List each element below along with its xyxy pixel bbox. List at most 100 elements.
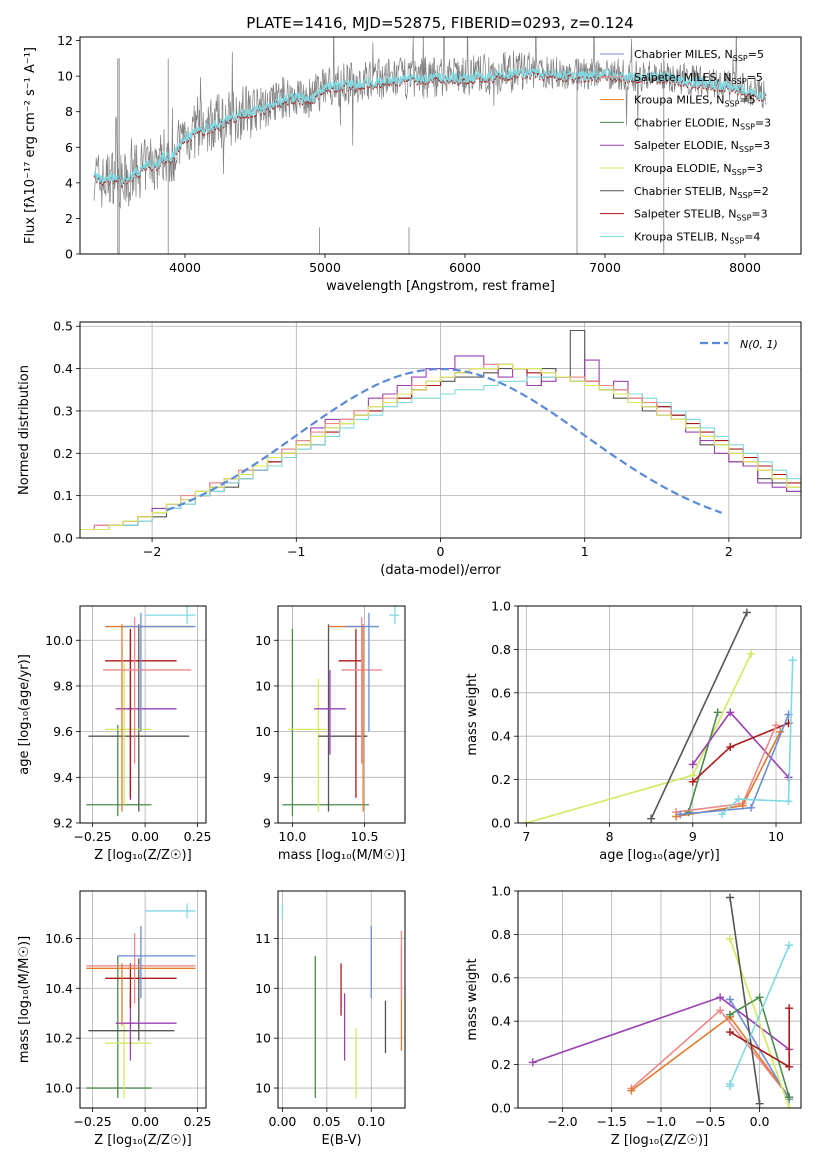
x-tick-label: 8 (606, 829, 614, 844)
series-marker (755, 993, 764, 1002)
y-tick-label: 8 (65, 104, 73, 119)
x-tick-label: 0.00 (131, 829, 159, 844)
axes-frame (79, 890, 207, 1109)
series-marker (522, 819, 531, 823)
y-tick-label: 10.2 (45, 1031, 73, 1046)
series-marker (785, 1062, 794, 1071)
y-tick-label: 0.0 (491, 816, 511, 831)
series-marker (785, 941, 794, 950)
series-marker (713, 708, 722, 717)
point-salpeter-miles (103, 617, 192, 764)
y-tick-label: 0 (65, 247, 73, 262)
legend-label: Kroupa STELIB, NSSP=4 (634, 230, 760, 245)
series-marker (726, 1080, 735, 1089)
axes-frame (517, 890, 802, 1109)
plot-area (93, 37, 767, 254)
panel-residual_histogram: −2 −1 0 1 2 0.0 0.1 0.2 0.3 0.4 0.5 (data-model)/er… (17, 319, 802, 578)
y-tick-label: 9.6 (53, 724, 73, 739)
x-tick-label: 6000 (449, 260, 481, 275)
y-axis-label: age [log₁₀(age/yr)] (17, 654, 32, 775)
x-tick-label: 10 (768, 829, 784, 844)
panel-age_vs_Z: −0.25 0.00 0.25 9.2 9.4 9.6 9.8 10.0 Z [log₁₀(Z/… (17, 605, 212, 863)
series-marker (734, 795, 743, 804)
point-kroupa-stelib (145, 606, 196, 625)
point-chabrier-miles (124, 612, 196, 732)
point-salpeter-miles (341, 617, 382, 764)
y-tick-label: 0.2 (491, 1057, 511, 1072)
y-tick-label: 0.4 (491, 729, 511, 744)
plot-area (522, 608, 797, 823)
point-chabrier-elodie (282, 628, 369, 817)
x-axis-label: wavelength [Angstrom, rest frame] (326, 279, 555, 294)
data-spectrum-line (93, 37, 767, 209)
y-tick-label: 4 (65, 175, 73, 190)
series-marker (726, 934, 735, 943)
y-tick-label: 10 (255, 1081, 271, 1096)
series-marker (726, 743, 735, 752)
y-tick-label: 9 (263, 816, 271, 831)
point-kroupa-elodie (105, 663, 152, 805)
panel-ebv: 0.00 0.05 0.10 10 10 10 11 E(B-V) (255, 890, 406, 1148)
point-chabrier-miles (345, 612, 380, 732)
series-kroupa-stelib (717, 656, 797, 819)
x-axis-label: mass [log₁₀(M/M☉)] (278, 848, 405, 863)
y-tick-label: 1.0 (491, 884, 511, 899)
y-tick-label: 10.0 (45, 1081, 73, 1096)
x-tick-label: 8000 (729, 260, 761, 275)
x-tick-label: 4000 (169, 260, 201, 275)
y-tick-label: 0.6 (491, 685, 511, 700)
series-line (650, 612, 748, 820)
x-tick-label: 0.05 (313, 1114, 341, 1129)
axes-frame (277, 605, 406, 824)
series-line (526, 653, 752, 823)
x-tick-label: 0.00 (131, 1114, 159, 1129)
legend-label: Chabrier STELIB, NSSP=2 (634, 185, 769, 200)
point-kroupa-elodie (105, 1023, 152, 1099)
legend: Chabrier MILES, NSSP=5 Salpeter MILES, NS… (600, 48, 771, 245)
panel-weight_vs_age: 7 8 9 10 0.0 0.2 0.4 0.6 0.8 1.0 age [log₁₀(age/yr… (465, 599, 802, 863)
series-marker (785, 1104, 794, 1108)
series-marker (647, 814, 656, 823)
x-axis-label: age [log₁₀(age/yr)] (599, 848, 720, 863)
y-axis-label: Flux [fλ10⁻¹⁷ erg cm⁻² s⁻¹ A⁻¹] (23, 47, 38, 244)
legend-label: Chabrier ELODIE, NSSP=3 (634, 116, 771, 131)
y-tick-label: 10 (57, 69, 73, 84)
series-chabrier-elodie (726, 993, 794, 1102)
series-marker (676, 810, 685, 819)
y-tick-label: 9.8 (53, 678, 73, 693)
x-tick-label: −1 (287, 544, 305, 559)
x-tick-label: 10.5 (351, 829, 379, 844)
y-tick-label: 0.3 (53, 403, 73, 418)
y-tick-label: 10 (255, 678, 271, 693)
x-tick-label: 0.00 (269, 1114, 297, 1129)
series-kroupa-stelib (726, 941, 794, 1091)
series-line (729, 897, 761, 1104)
legend-label: N(0, 1) (740, 338, 778, 351)
series-marker (726, 1010, 735, 1019)
point-kroupa-stelib (145, 903, 196, 919)
histogram-kroupa-elodie (80, 363, 801, 531)
point-kroupa-miles (328, 624, 365, 812)
legend-label: Kroupa ELODIE, NSSP=3 (634, 162, 763, 177)
y-tick-label: 9.2 (53, 816, 73, 831)
x-tick-label: −0.25 (73, 829, 111, 844)
point-kroupa-stelib (389, 606, 400, 625)
x-tick-label: −2 (143, 544, 161, 559)
series-marker (747, 649, 756, 658)
y-tick-label: 0.5 (53, 319, 73, 334)
y-tick-label: 9.4 (53, 770, 73, 785)
y-tick-label: 10 (255, 1031, 271, 1046)
series-marker (627, 1086, 636, 1095)
series-marker (716, 1006, 725, 1015)
series-marker (726, 995, 735, 1004)
panel-weight_vs_Z: −2.0 −1.5 −1.0 −0.5 0.0 0.0 0.2 0.4 0.6 0.8 1.0 Z [… (465, 884, 802, 1148)
gaussian-curve (166, 367, 723, 514)
series-line (687, 712, 719, 813)
y-tick-label: 10 (255, 724, 271, 739)
x-tick-label: −1.0 (646, 1114, 676, 1129)
y-axis-label: mass [log₁₀(M/M☉)] (17, 936, 32, 1063)
point-salpeter-stelib (338, 628, 362, 798)
y-axis-label: mass weight (465, 673, 480, 755)
x-tick-label: 0.10 (357, 1114, 385, 1129)
